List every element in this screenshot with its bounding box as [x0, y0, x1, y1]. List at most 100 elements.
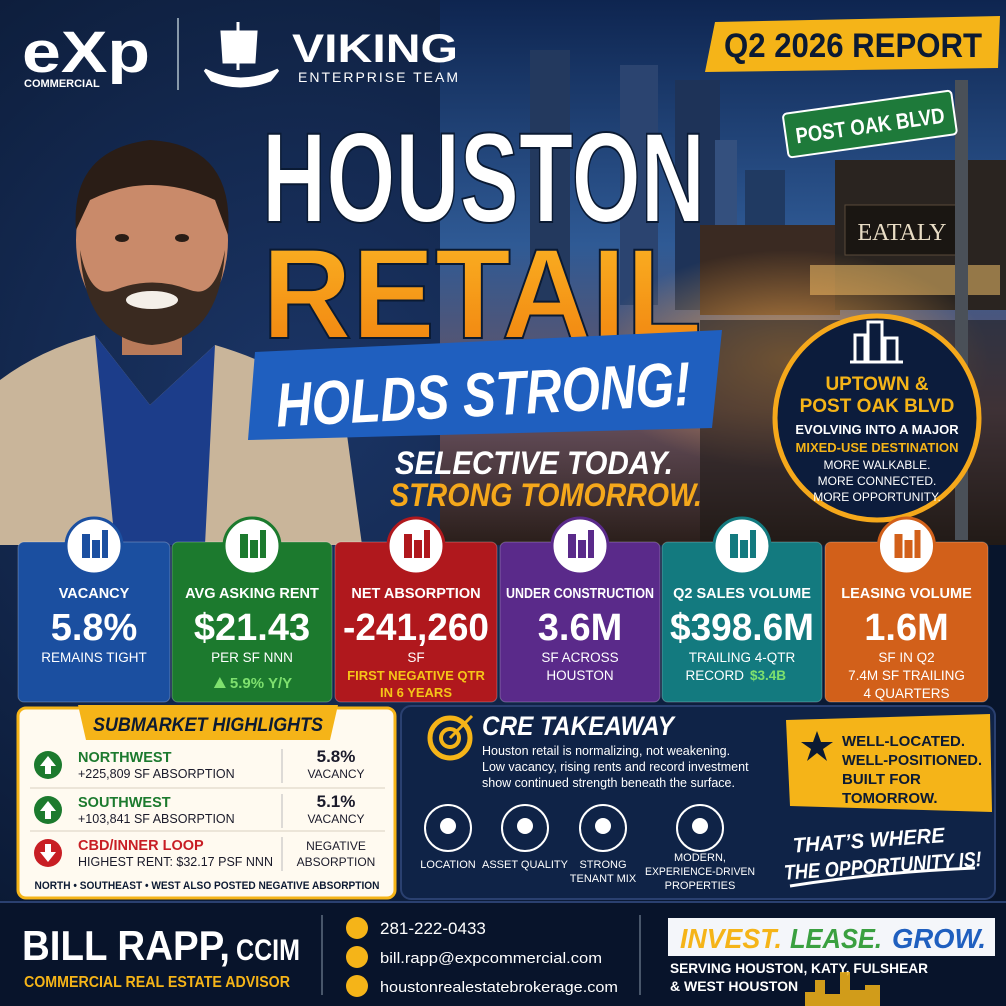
slogan-box: [668, 918, 995, 956]
email-icon: [346, 946, 368, 968]
submarket-detail: HIGHEST RENT: $32.17 PSF NNN: [78, 855, 273, 869]
hair: [75, 140, 229, 235]
metric-note: REMAINS TIGHT: [41, 650, 147, 665]
footer: BILL RAPP, CCIM COMMERCIAL REAL ESTATE A…: [0, 901, 1006, 1006]
pillar-glyph: [440, 818, 456, 834]
brush-banner: [248, 330, 722, 440]
star-icon: [801, 731, 833, 761]
metric-accent: 5.9% Y/Y: [230, 675, 292, 692]
takeaway: CRE TAKEAWAY Houston retail is normalizi…: [400, 705, 996, 900]
submarket-name: NORTHWEST: [78, 750, 172, 766]
metric-accent: $3.4B: [750, 668, 786, 683]
report-badge: [705, 16, 1000, 72]
callout: UPTOWN &POST OAK BLVD EVOLVING INTO A MAJ…: [772, 313, 982, 523]
tagline1: SELECTIVE TODAY.: [395, 445, 673, 481]
phone-icon: [346, 917, 368, 939]
street-sign-plate: [782, 89, 958, 159]
metric-value: $398.6M: [670, 607, 814, 649]
metric-icon-glyph: [588, 530, 594, 558]
submarket-stat: NEGATIVE: [306, 839, 366, 853]
submarket-detail: +103,841 SF ABSORPTION: [78, 812, 235, 826]
face: [76, 142, 228, 338]
callout-title: UPTOWN &: [825, 374, 928, 395]
takeaway-body: Low vacancy, rising rents and record inv…: [482, 760, 749, 774]
submarket-stat-label: VACANCY: [307, 812, 364, 826]
metric-label: Q2 SALES VOLUME: [673, 586, 811, 602]
pillar-icon: [424, 804, 472, 852]
slogan-grow: GROW.: [892, 923, 986, 954]
metric-note: TRAILING 4-QTR: [689, 650, 796, 665]
tagline2: STRONG TOMORROW.: [390, 477, 702, 513]
swoosh: [789, 866, 976, 888]
promise-line: WELL-LOCATED.: [842, 733, 965, 750]
metric-icon-glyph: [740, 540, 748, 558]
metric-icon-glyph: [568, 534, 576, 558]
pillar-glyph: [692, 818, 708, 834]
metric-value: 5.8%: [51, 607, 138, 649]
pillar-label: PROPERTIES: [665, 880, 736, 892]
trend-arrow: [40, 844, 56, 862]
logo-sub: COMMERCIAL: [24, 78, 100, 90]
takeaway-body: Houston retail is normalizing, not weake…: [482, 744, 730, 758]
metric-value: 1.6M: [864, 607, 948, 649]
target-arrow: [448, 714, 474, 740]
callout-circle: [772, 313, 982, 523]
promise-line: TOMORROW.: [842, 790, 938, 807]
metric-note: 4 QUARTERS: [863, 686, 949, 701]
report-badge-text: Q2 2026 REPORT: [724, 27, 982, 65]
trend-arrow: [213, 677, 226, 688]
pillar-label: ASSET QUALITY: [482, 859, 569, 871]
pillar-label: STRONG: [579, 859, 626, 871]
metric-value: 3.6M: [538, 607, 622, 649]
metric-icon-glyph: [894, 534, 903, 558]
metric-value: $21.43: [194, 607, 310, 649]
metric-icon-glyph: [750, 530, 756, 558]
skyline-deco: [805, 972, 880, 1006]
metric-note: SF: [407, 650, 424, 665]
metric-label: AVG ASKING RENT: [185, 586, 319, 602]
pillar-label: MODERN,: [674, 852, 726, 864]
metric-icon-glyph: [82, 534, 90, 558]
takeaway-title: CRE TAKEAWAY: [482, 711, 677, 741]
portrait: [0, 140, 362, 545]
metric-icon-glyph: [904, 540, 913, 558]
metric-icon-glyph: [240, 534, 248, 558]
pillar-icon: [579, 804, 627, 852]
submarket-note: NORTH • SOUTHEAST • WEST ALSO POSTED NEG…: [35, 880, 380, 892]
metric-label: VACANCY: [59, 586, 130, 602]
headline: HOUSTON RETAIL HOLDS STRONG! SELECTIVE T…: [248, 106, 722, 513]
building: [530, 50, 570, 310]
building: [620, 65, 658, 305]
metric-icon-glyph: [102, 530, 108, 558]
slogan-invest: INVEST.: [680, 923, 782, 954]
pillar-glyph: [595, 818, 611, 834]
pillar-label: TENANT MIX: [570, 873, 637, 885]
metric-label: LEASING VOLUME: [841, 586, 972, 602]
storefront-sign: [844, 204, 961, 256]
pillar-label: EXPERIENCE-DRIVEN: [645, 866, 755, 878]
trend-arrow: [40, 801, 56, 819]
metric-icon-glyph: [424, 530, 430, 558]
submarket-ribbon: [78, 705, 338, 740]
pillar-icon: [676, 804, 724, 852]
metric-label: NET ABSORPTION: [351, 586, 480, 602]
target-icon: [439, 727, 461, 749]
email: bill.rapp@expcommercial.com: [380, 950, 602, 967]
logo: eXp: [22, 20, 150, 85]
header: eXp COMMERCIAL VIKING ENTERPRISE TEAM Q2…: [22, 16, 1000, 90]
metric-icon-glyph: [260, 530, 266, 558]
advisor-name: BILL RAPP,: [22, 922, 230, 969]
metric-label: UNDER CONSTRUCTION: [506, 586, 654, 602]
metric-icon-glyph: [730, 534, 738, 558]
submarket-name: CBD/INNER LOOP: [78, 838, 204, 854]
pillar-glyph: [517, 818, 533, 834]
metric-note: SF IN Q2: [878, 650, 934, 665]
metric-note: HOUSTON: [546, 668, 613, 683]
service-area: SERVING HOUSTON, KATY, FULSHEAR: [670, 960, 928, 976]
ship-icon: [203, 22, 280, 88]
advisor-credential: CCIM: [236, 934, 300, 967]
metric-accent: FIRST NEGATIVE QTR: [347, 668, 485, 683]
team-name: VIKING: [292, 27, 458, 71]
